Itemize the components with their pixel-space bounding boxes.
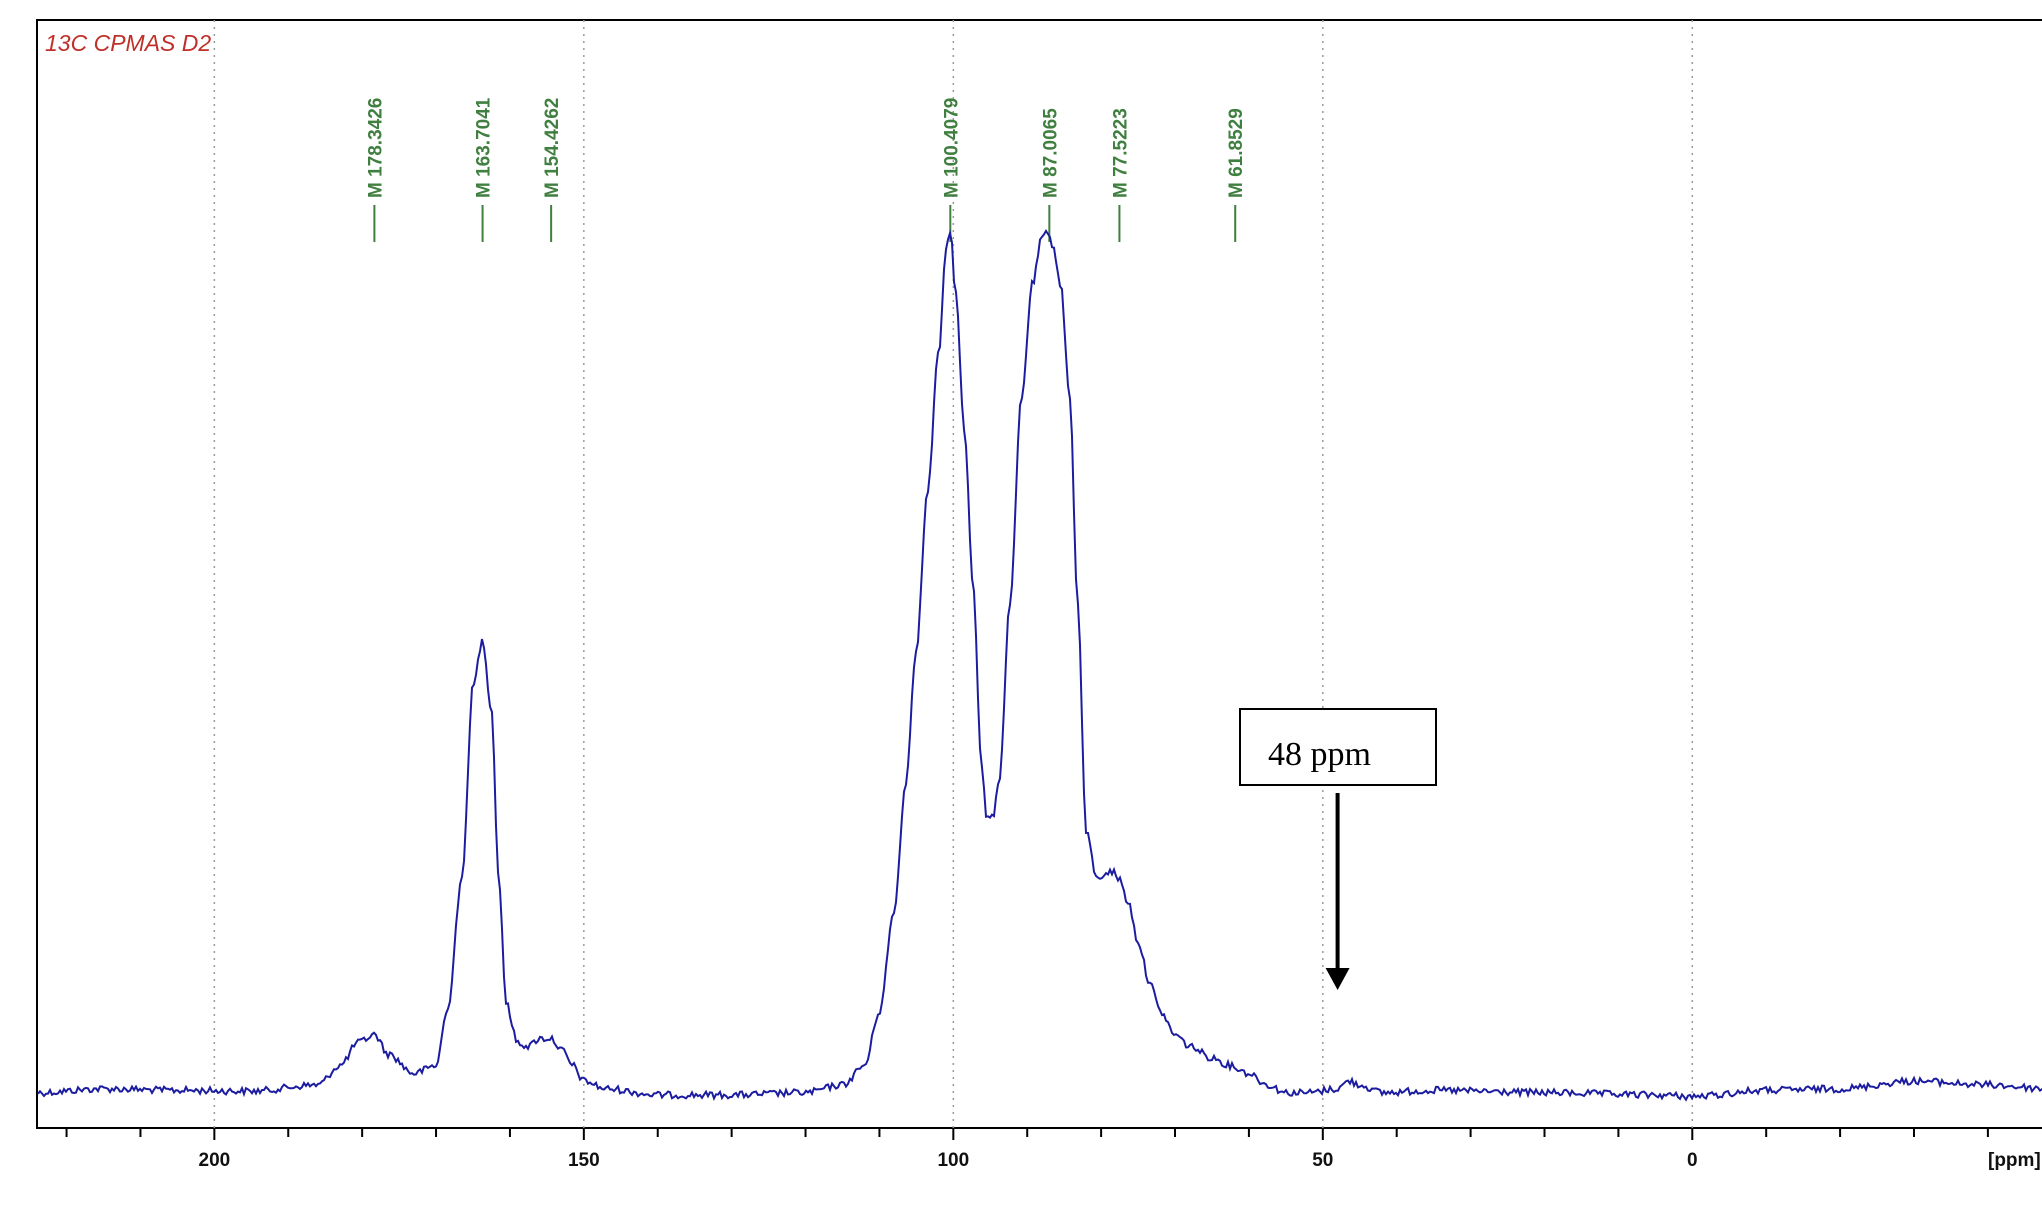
annotation-arrow-head xyxy=(1325,968,1350,990)
peak-label-5: M 87.0065 xyxy=(1040,108,1061,198)
x-axis-unit-label: [ppm] xyxy=(1988,1150,2041,1171)
vertical-grid xyxy=(213,20,1694,1128)
x-tick-label-150: 150 xyxy=(568,1150,600,1171)
ppm-annotation: 48 ppm xyxy=(1239,708,1437,990)
spectrum-line xyxy=(37,228,2042,1102)
x-tick-label-50: 50 xyxy=(1312,1150,1333,1171)
chart-title: 13C CPMAS D2 xyxy=(45,30,211,56)
peak-label-4: M 100.4079 xyxy=(941,98,962,198)
peak-labels: M 178.3426 M 163.7041 M 154.4262 M 100.4079… xyxy=(365,97,1247,242)
x-tick-label-0: 0 xyxy=(1687,1150,1698,1171)
annotation-box xyxy=(1239,708,1437,786)
peak-label-1: M 178.3426 xyxy=(365,98,386,198)
plot-frame xyxy=(36,19,2042,1129)
x-tick-label-100: 100 xyxy=(937,1150,969,1171)
peak-label-3: M 154.4262 xyxy=(542,98,563,198)
peak-label-7: M 61.8529 xyxy=(1226,108,1247,198)
peak-label-2: M 163.7041 xyxy=(474,97,495,198)
annotation-text: 48 ppm xyxy=(1268,736,1371,773)
peak-label-6: M 77.5223 xyxy=(1110,108,1131,198)
x-tick-label-200: 200 xyxy=(199,1150,231,1171)
x-axis-ticks: 200 150 100 50 0 xyxy=(65,1128,1989,1171)
